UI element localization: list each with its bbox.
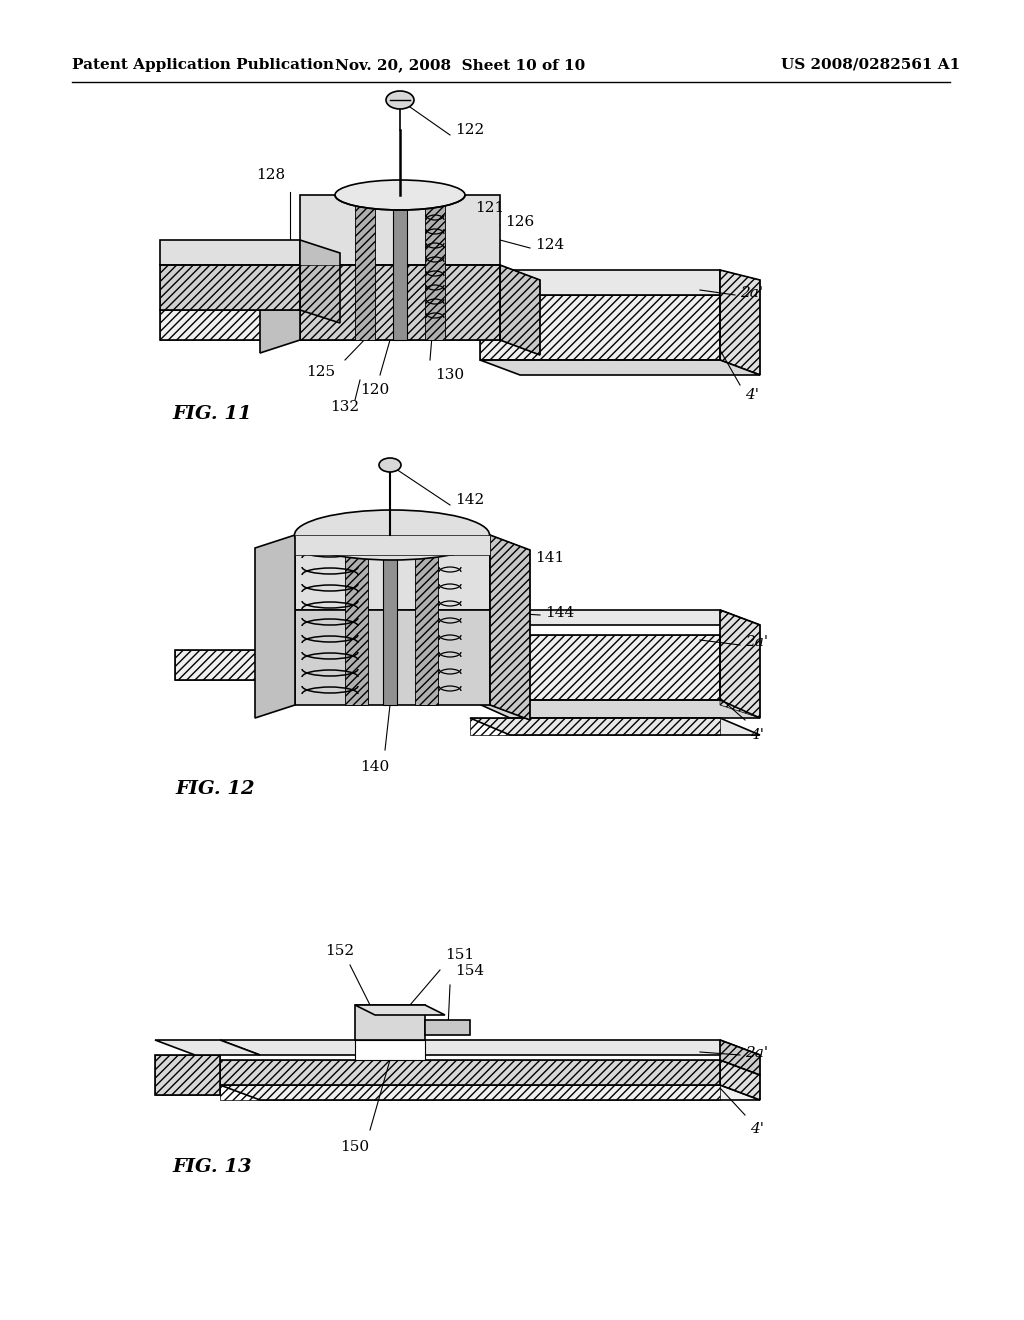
Text: 154: 154: [455, 964, 484, 978]
Polygon shape: [355, 1005, 445, 1015]
Text: 125: 125: [306, 366, 335, 379]
Polygon shape: [160, 265, 300, 310]
Text: 124: 124: [535, 238, 564, 252]
Text: FIG. 11: FIG. 11: [172, 405, 252, 422]
Polygon shape: [500, 265, 540, 355]
Text: 120: 120: [360, 383, 389, 397]
Text: Patent Application Publication: Patent Application Publication: [72, 58, 334, 73]
Ellipse shape: [335, 180, 465, 210]
Polygon shape: [220, 1060, 720, 1085]
Polygon shape: [345, 535, 368, 705]
Polygon shape: [160, 310, 370, 341]
Polygon shape: [415, 535, 438, 705]
Polygon shape: [220, 1040, 760, 1055]
Text: 128: 128: [256, 168, 285, 182]
Polygon shape: [295, 610, 490, 705]
Text: 126: 126: [505, 215, 535, 228]
Text: 140: 140: [360, 760, 389, 774]
Polygon shape: [480, 360, 760, 375]
Text: 121: 121: [475, 201, 504, 215]
Polygon shape: [470, 610, 760, 624]
Polygon shape: [260, 265, 300, 352]
Polygon shape: [295, 535, 490, 610]
Ellipse shape: [386, 91, 414, 110]
Polygon shape: [255, 535, 295, 718]
Polygon shape: [720, 1040, 760, 1074]
Polygon shape: [393, 195, 407, 341]
Polygon shape: [470, 718, 760, 735]
Text: 141: 141: [535, 550, 564, 565]
Polygon shape: [355, 1005, 425, 1040]
Text: 152: 152: [326, 944, 354, 958]
Polygon shape: [720, 271, 760, 375]
Polygon shape: [383, 535, 397, 705]
Text: FIG. 13: FIG. 13: [172, 1158, 252, 1176]
Polygon shape: [160, 240, 300, 265]
Text: 130: 130: [435, 368, 464, 381]
Text: 122: 122: [455, 123, 484, 137]
Ellipse shape: [295, 510, 489, 560]
Polygon shape: [355, 195, 375, 341]
Text: 144: 144: [545, 606, 574, 620]
Polygon shape: [155, 1055, 220, 1096]
Text: 4': 4': [750, 729, 764, 742]
Text: 2a': 2a': [745, 635, 768, 649]
Polygon shape: [175, 649, 360, 680]
Text: Nov. 20, 2008  Sheet 10 of 10: Nov. 20, 2008 Sheet 10 of 10: [335, 58, 585, 73]
Polygon shape: [425, 195, 445, 341]
Polygon shape: [300, 240, 340, 323]
Polygon shape: [355, 1040, 425, 1060]
Text: 4': 4': [750, 1122, 764, 1137]
Text: US 2008/0282561 A1: US 2008/0282561 A1: [780, 58, 961, 73]
Polygon shape: [470, 700, 760, 718]
Text: 2a': 2a': [745, 1045, 768, 1060]
Polygon shape: [295, 535, 490, 554]
Polygon shape: [480, 294, 720, 360]
Polygon shape: [300, 195, 500, 265]
Polygon shape: [300, 265, 500, 341]
Polygon shape: [490, 535, 530, 719]
Text: 142: 142: [455, 492, 484, 507]
Text: 151: 151: [445, 948, 474, 962]
Polygon shape: [720, 610, 760, 718]
Text: 132: 132: [330, 400, 359, 414]
Text: 4': 4': [745, 388, 759, 403]
Polygon shape: [220, 1085, 760, 1100]
Polygon shape: [720, 1060, 760, 1100]
Polygon shape: [155, 1040, 260, 1055]
Polygon shape: [470, 635, 720, 700]
Polygon shape: [480, 271, 720, 294]
Text: 2a': 2a': [740, 286, 763, 300]
Ellipse shape: [379, 458, 401, 473]
Text: FIG. 12: FIG. 12: [175, 780, 255, 799]
Text: 150: 150: [340, 1140, 370, 1154]
Polygon shape: [425, 1020, 470, 1035]
